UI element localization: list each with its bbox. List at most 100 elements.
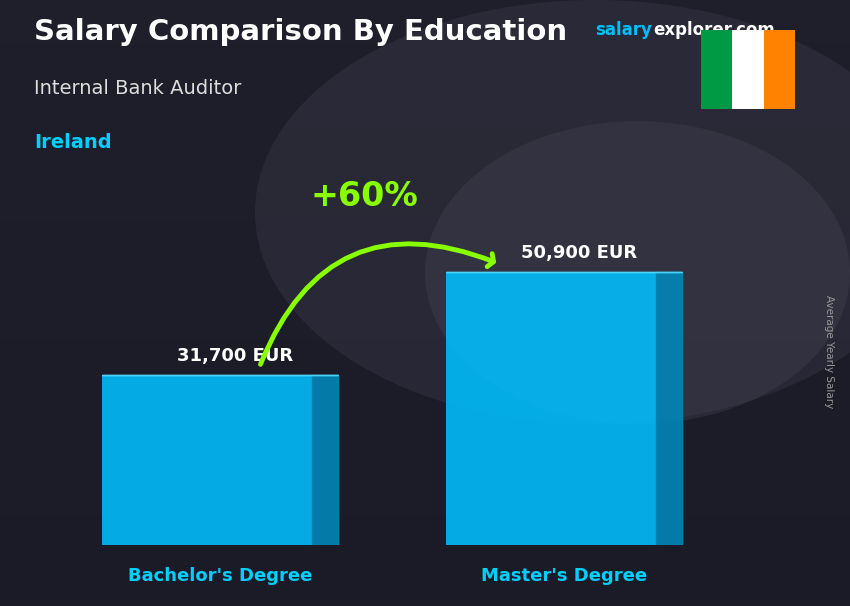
Text: Bachelor's Degree: Bachelor's Degree bbox=[128, 567, 312, 585]
Bar bbox=[0, 576, 850, 582]
Bar bbox=[446, 271, 656, 545]
Bar bbox=[0, 461, 850, 467]
Bar bbox=[0, 448, 850, 454]
Bar bbox=[0, 24, 850, 30]
Bar bbox=[0, 212, 850, 218]
Ellipse shape bbox=[255, 0, 850, 424]
Text: +60%: +60% bbox=[310, 180, 418, 213]
Bar bbox=[0, 400, 850, 406]
Bar bbox=[0, 248, 850, 255]
Bar bbox=[0, 279, 850, 285]
Bar bbox=[0, 194, 850, 200]
Bar bbox=[0, 515, 850, 521]
Bar bbox=[0, 539, 850, 545]
Bar bbox=[0, 188, 850, 194]
Bar bbox=[0, 206, 850, 212]
Bar bbox=[0, 430, 850, 436]
Text: Ireland: Ireland bbox=[34, 133, 111, 152]
Text: Internal Bank Auditor: Internal Bank Auditor bbox=[34, 79, 241, 98]
Bar bbox=[0, 545, 850, 551]
Bar bbox=[0, 345, 850, 351]
Bar bbox=[0, 291, 850, 297]
Bar bbox=[0, 85, 850, 91]
Bar bbox=[0, 42, 850, 48]
Bar bbox=[0, 12, 850, 18]
Bar bbox=[0, 121, 850, 127]
Ellipse shape bbox=[425, 121, 850, 424]
Bar bbox=[0, 394, 850, 400]
Bar bbox=[0, 309, 850, 315]
Bar bbox=[0, 370, 850, 376]
Bar bbox=[102, 375, 312, 545]
Bar bbox=[0, 133, 850, 139]
Polygon shape bbox=[312, 375, 338, 545]
Bar bbox=[0, 388, 850, 394]
Bar bbox=[0, 454, 850, 461]
Bar bbox=[0, 509, 850, 515]
Bar bbox=[0, 339, 850, 345]
Bar bbox=[0, 551, 850, 558]
Bar bbox=[0, 48, 850, 55]
Bar bbox=[0, 145, 850, 152]
Bar bbox=[0, 255, 850, 261]
Bar bbox=[0, 497, 850, 503]
Bar bbox=[0, 321, 850, 327]
Bar bbox=[0, 115, 850, 121]
Bar bbox=[0, 18, 850, 24]
Text: explorer.com: explorer.com bbox=[653, 21, 774, 39]
Bar bbox=[0, 67, 850, 73]
Bar bbox=[0, 533, 850, 539]
Bar bbox=[0, 285, 850, 291]
Bar bbox=[0, 570, 850, 576]
Bar bbox=[0, 600, 850, 606]
Bar bbox=[0, 303, 850, 309]
Bar bbox=[0, 521, 850, 527]
Bar bbox=[0, 273, 850, 279]
Bar bbox=[0, 79, 850, 85]
Bar bbox=[0, 351, 850, 358]
Bar bbox=[0, 436, 850, 442]
Text: 31,700 EUR: 31,700 EUR bbox=[177, 347, 293, 365]
Bar bbox=[0, 364, 850, 370]
Bar bbox=[0, 91, 850, 97]
Bar bbox=[0, 406, 850, 412]
Text: Master's Degree: Master's Degree bbox=[481, 567, 648, 585]
Bar bbox=[0, 376, 850, 382]
Text: 50,900 EUR: 50,900 EUR bbox=[521, 244, 638, 262]
Text: Average Yearly Salary: Average Yearly Salary bbox=[824, 295, 834, 408]
Bar bbox=[0, 230, 850, 236]
Bar bbox=[0, 297, 850, 303]
Bar bbox=[0, 333, 850, 339]
Bar bbox=[0, 382, 850, 388]
Bar bbox=[0, 261, 850, 267]
Bar bbox=[0, 73, 850, 79]
Bar bbox=[0, 36, 850, 42]
Text: Salary Comparison By Education: Salary Comparison By Education bbox=[34, 18, 567, 46]
Bar bbox=[0, 103, 850, 109]
Bar bbox=[0, 61, 850, 67]
Bar bbox=[0, 479, 850, 485]
Bar bbox=[0, 109, 850, 115]
Bar bbox=[0, 588, 850, 594]
Bar bbox=[0, 564, 850, 570]
Bar bbox=[0, 182, 850, 188]
Bar bbox=[0, 358, 850, 364]
Bar bbox=[0, 218, 850, 224]
Bar bbox=[0, 6, 850, 12]
Bar bbox=[0, 582, 850, 588]
Bar bbox=[0, 424, 850, 430]
Bar bbox=[0, 170, 850, 176]
Text: salary: salary bbox=[595, 21, 652, 39]
Bar bbox=[0, 158, 850, 164]
Bar bbox=[0, 473, 850, 479]
Bar bbox=[0, 236, 850, 242]
Bar bbox=[0, 224, 850, 230]
Bar bbox=[0, 418, 850, 424]
Bar bbox=[0, 467, 850, 473]
Bar bbox=[0, 30, 850, 36]
Bar bbox=[0, 139, 850, 145]
Bar bbox=[0, 97, 850, 103]
Bar bbox=[0, 527, 850, 533]
Bar bbox=[0, 0, 850, 6]
Bar bbox=[0, 315, 850, 321]
